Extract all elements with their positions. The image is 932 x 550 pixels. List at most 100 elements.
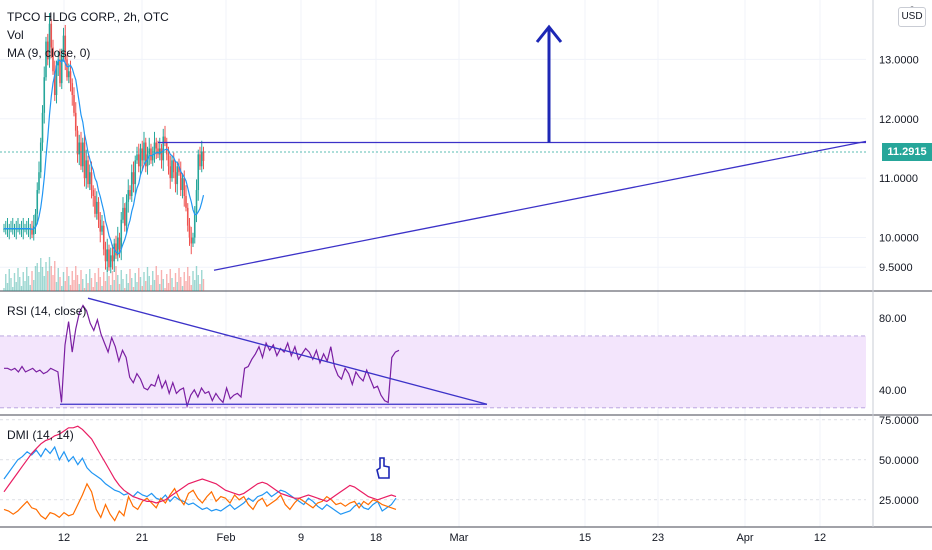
candle-body xyxy=(83,142,86,179)
last-price-tag: 11.2915 xyxy=(882,143,932,161)
currency-badge[interactable]: USD xyxy=(898,7,926,27)
candle-body xyxy=(31,228,33,235)
volume-bar xyxy=(97,268,100,291)
candle-body xyxy=(141,148,144,161)
volume-bar xyxy=(45,262,47,291)
volume-bar xyxy=(146,267,149,291)
price-tick-label: 9.5000 xyxy=(879,262,913,274)
volume-bar xyxy=(166,274,168,291)
candle-body xyxy=(148,148,151,155)
volume-bar xyxy=(162,279,164,291)
price-tick-label: 10.0000 xyxy=(879,233,919,245)
candle-body xyxy=(45,41,47,78)
volume-bar xyxy=(69,285,72,291)
candle-body xyxy=(127,190,130,202)
candle-body xyxy=(125,201,128,226)
volume-bar xyxy=(47,271,49,291)
up-arrow-head xyxy=(535,24,563,43)
candle-body xyxy=(199,154,201,167)
candle-body xyxy=(81,142,84,167)
volume-bar xyxy=(101,286,103,291)
volume-bar xyxy=(34,266,37,291)
volume-bar xyxy=(78,284,80,291)
volume-bar xyxy=(106,267,108,291)
candle-body xyxy=(155,142,158,149)
candle-body xyxy=(55,65,58,96)
volume-bar xyxy=(54,261,56,291)
x-tick-label: Apr xyxy=(736,532,753,544)
chart-grid xyxy=(0,0,866,527)
volume-bar xyxy=(153,280,156,291)
candle-body xyxy=(60,53,63,84)
volume-bar xyxy=(152,271,154,291)
candle-body xyxy=(167,154,170,167)
candle-body xyxy=(183,178,186,196)
candle-body xyxy=(174,172,177,185)
dmi-tick-label: 75.0000 xyxy=(879,415,919,427)
volume-bar xyxy=(80,270,82,291)
dmi-tick-label: 50.0000 xyxy=(879,455,919,467)
volume-bar xyxy=(125,274,128,291)
candle-body xyxy=(144,142,147,167)
candle-body xyxy=(176,166,179,185)
volume-bar xyxy=(129,269,131,291)
pane-separators xyxy=(0,0,932,528)
moving-average-line xyxy=(4,58,205,254)
volume-bars xyxy=(3,257,205,291)
dmi-legend: DMI (14, 14) xyxy=(7,426,74,444)
rsi-band xyxy=(0,335,866,408)
candle-body xyxy=(160,148,163,161)
volume-bar xyxy=(61,286,63,291)
volume-label: Vol xyxy=(7,28,24,42)
x-tick-label: 23 xyxy=(652,532,664,544)
candle-body xyxy=(52,47,54,72)
dmi-label: DMI (14, 14) xyxy=(7,428,74,442)
drawing-tools xyxy=(0,24,867,271)
volume-bar xyxy=(139,277,142,291)
volume-bar xyxy=(173,287,175,291)
volume-bar xyxy=(33,280,35,291)
candle-body xyxy=(85,160,88,179)
volume-bar xyxy=(159,284,161,291)
volume-bar xyxy=(167,283,170,291)
candle-body xyxy=(195,190,198,214)
volume-bar xyxy=(55,282,58,291)
volume-bar xyxy=(26,267,28,291)
rsi-trendline xyxy=(87,297,488,405)
candle-body xyxy=(185,195,187,208)
candle-body xyxy=(172,160,175,173)
rsi-tick-label: 40.00 xyxy=(879,385,907,397)
volume-bar xyxy=(71,271,73,291)
volume-bar xyxy=(199,284,201,291)
volume-bar xyxy=(31,271,33,291)
candle-body xyxy=(116,237,119,256)
candle-body xyxy=(87,160,89,185)
candle-body xyxy=(36,190,39,214)
volume-bar xyxy=(64,281,66,291)
candle-body xyxy=(95,201,98,214)
candle-body xyxy=(171,160,173,179)
candle-body xyxy=(38,172,40,191)
volume-bar xyxy=(15,282,17,291)
volume-bar xyxy=(171,278,173,291)
hand-pointer-icon xyxy=(376,457,390,479)
candle-body xyxy=(48,23,51,60)
volume-bar xyxy=(68,276,70,291)
candle-body xyxy=(181,178,184,191)
candle-body xyxy=(53,71,56,96)
volume-bar xyxy=(27,276,30,291)
candle-body xyxy=(162,136,165,161)
candle-body xyxy=(39,142,42,173)
candle-body xyxy=(186,207,189,226)
candle-body xyxy=(130,172,133,196)
volume-bar xyxy=(181,286,184,291)
price-tick-label: 11.0000 xyxy=(879,173,918,185)
volume-bar xyxy=(38,272,40,291)
candle-body xyxy=(99,219,102,232)
candle-body xyxy=(158,148,161,155)
candle-body xyxy=(102,225,105,250)
candle-body xyxy=(80,142,82,167)
candle-body xyxy=(153,142,156,155)
candle-body xyxy=(151,154,154,161)
